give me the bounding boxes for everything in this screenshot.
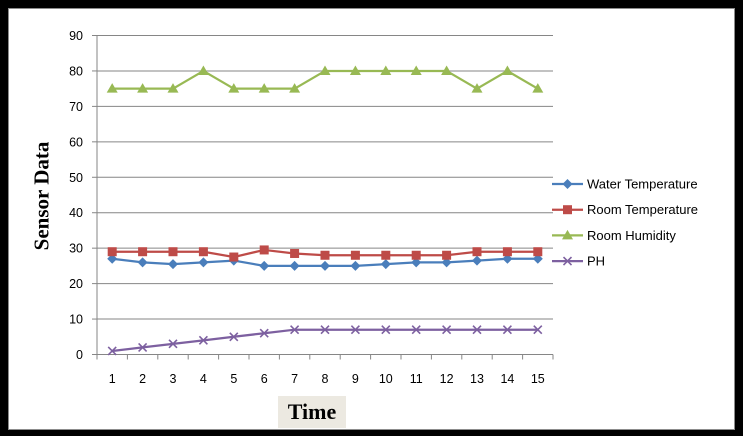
- ph-point-1: [107, 346, 117, 356]
- ph-point-11: [411, 325, 421, 335]
- room-humidity-point-5: [228, 83, 240, 93]
- room-temperature-point-2: [138, 247, 148, 257]
- y-tick-label: 30: [69, 242, 83, 256]
- room-temperature-point-6: [259, 245, 269, 255]
- room-humidity-point-13: [471, 83, 483, 93]
- water-temperature-point-1: [107, 253, 118, 264]
- x-tick-label: 4: [200, 372, 207, 386]
- legend-marker-ph: [562, 256, 573, 266]
- room-humidity-point-14: [501, 65, 513, 75]
- x-tick-label: 15: [531, 372, 545, 386]
- water-temperature-point-7: [289, 260, 300, 271]
- water-temperature-point-8: [320, 260, 330, 271]
- y-tick-label: 80: [69, 64, 83, 78]
- water-temperature-point-13: [472, 255, 482, 266]
- room-humidity-point-8: [319, 65, 331, 75]
- water-temperature-point-4: [198, 257, 209, 268]
- room-temperature-point-9: [350, 250, 360, 260]
- legend-label-room-temperature: Room Temperature: [587, 202, 698, 217]
- y-tick-label: 70: [69, 100, 83, 114]
- room-temperature-point-1: [107, 247, 117, 257]
- y-tick-label: 20: [69, 277, 83, 291]
- ph-point-13: [472, 325, 482, 335]
- room-humidity-point-4: [197, 65, 209, 75]
- ph-point-12: [442, 325, 452, 335]
- ph-point-2: [138, 342, 148, 352]
- x-tick-label: 13: [470, 372, 484, 386]
- x-tick-label: 8: [322, 372, 329, 386]
- y-tick-label: 50: [69, 171, 83, 185]
- ph-point-15: [533, 325, 543, 335]
- ph-point-4: [198, 335, 208, 345]
- x-tick-label: 11: [410, 372, 423, 386]
- x-tick-label: 10: [379, 372, 393, 386]
- room-humidity-point-7: [289, 83, 301, 93]
- water-temperature-point-15: [532, 253, 543, 264]
- y-tick-label: 90: [69, 29, 83, 43]
- room-temperature-point-12: [442, 250, 452, 260]
- legend-marker-room-temperature: [563, 205, 572, 215]
- ph-point-8: [320, 325, 330, 335]
- ph-point-6: [259, 328, 269, 338]
- ph-point-3: [168, 339, 178, 349]
- water-temperature-point-6: [259, 260, 270, 271]
- water-temperature-point-3: [168, 259, 178, 270]
- water-temperature-point-11: [411, 257, 422, 268]
- room-humidity-point-12: [441, 65, 453, 75]
- room-humidity-point-6: [258, 83, 270, 93]
- y-axis-title: Sensor Data: [29, 141, 54, 251]
- x-tick-label: 5: [230, 372, 237, 386]
- chart-area: [8, 8, 735, 430]
- room-temperature-point-10: [381, 250, 391, 260]
- water-temperature-point-2: [137, 257, 148, 268]
- legend-label-water-temperature: Water Temperature: [587, 177, 698, 192]
- legend-label-room-humidity: Room Humidity: [587, 228, 676, 243]
- room-humidity-point-11: [410, 65, 422, 75]
- x-tick-label: 7: [291, 372, 298, 386]
- y-tick-label: 0: [76, 348, 83, 362]
- x-tick-label: 12: [440, 372, 454, 386]
- ph-point-5: [229, 332, 239, 342]
- ph-point-14: [502, 325, 512, 335]
- y-tick-label: 60: [69, 135, 83, 149]
- water-temperature-point-10: [380, 259, 391, 270]
- room-temperature-point-14: [502, 247, 512, 257]
- room-humidity-point-3: [167, 83, 179, 93]
- room-temperature-point-4: [198, 247, 208, 257]
- room-temperature-point-11: [411, 250, 421, 260]
- water-temperature-point-9: [350, 260, 361, 271]
- room-humidity-point-2: [137, 83, 149, 93]
- legend-marker-room-humidity: [562, 229, 573, 240]
- room-temperature-point-3: [168, 247, 178, 257]
- room-humidity-point-10: [380, 65, 392, 75]
- room-temperature-point-5: [229, 252, 239, 262]
- legend-label-ph: PH: [587, 254, 605, 269]
- legend-marker-water-temperature: [562, 179, 573, 189]
- x-tick-label: 9: [352, 372, 359, 386]
- room-temperature-point-8: [320, 250, 330, 260]
- ph-point-9: [350, 325, 360, 335]
- x-tick-label: 6: [261, 372, 268, 386]
- room-humidity-point-15: [532, 83, 544, 93]
- room-temperature-point-13: [472, 247, 482, 257]
- room-humidity-point-1: [106, 83, 118, 93]
- y-tick-label: 10: [69, 313, 83, 327]
- room-temperature-point-7: [290, 248, 300, 258]
- x-axis-title: Time: [278, 396, 346, 428]
- ph-point-10: [381, 325, 391, 335]
- y-tick-label: 40: [69, 206, 83, 220]
- x-tick-label: 1: [109, 372, 116, 386]
- water-temperature-point-12: [441, 257, 452, 268]
- room-humidity-point-9: [349, 65, 361, 75]
- water-temperature-point-14: [502, 253, 513, 264]
- ph-point-7: [290, 325, 300, 335]
- room-temperature-point-15: [533, 247, 543, 257]
- x-tick-label: 2: [139, 372, 146, 386]
- x-tick-label: 3: [170, 372, 177, 386]
- x-tick-label: 14: [500, 372, 514, 386]
